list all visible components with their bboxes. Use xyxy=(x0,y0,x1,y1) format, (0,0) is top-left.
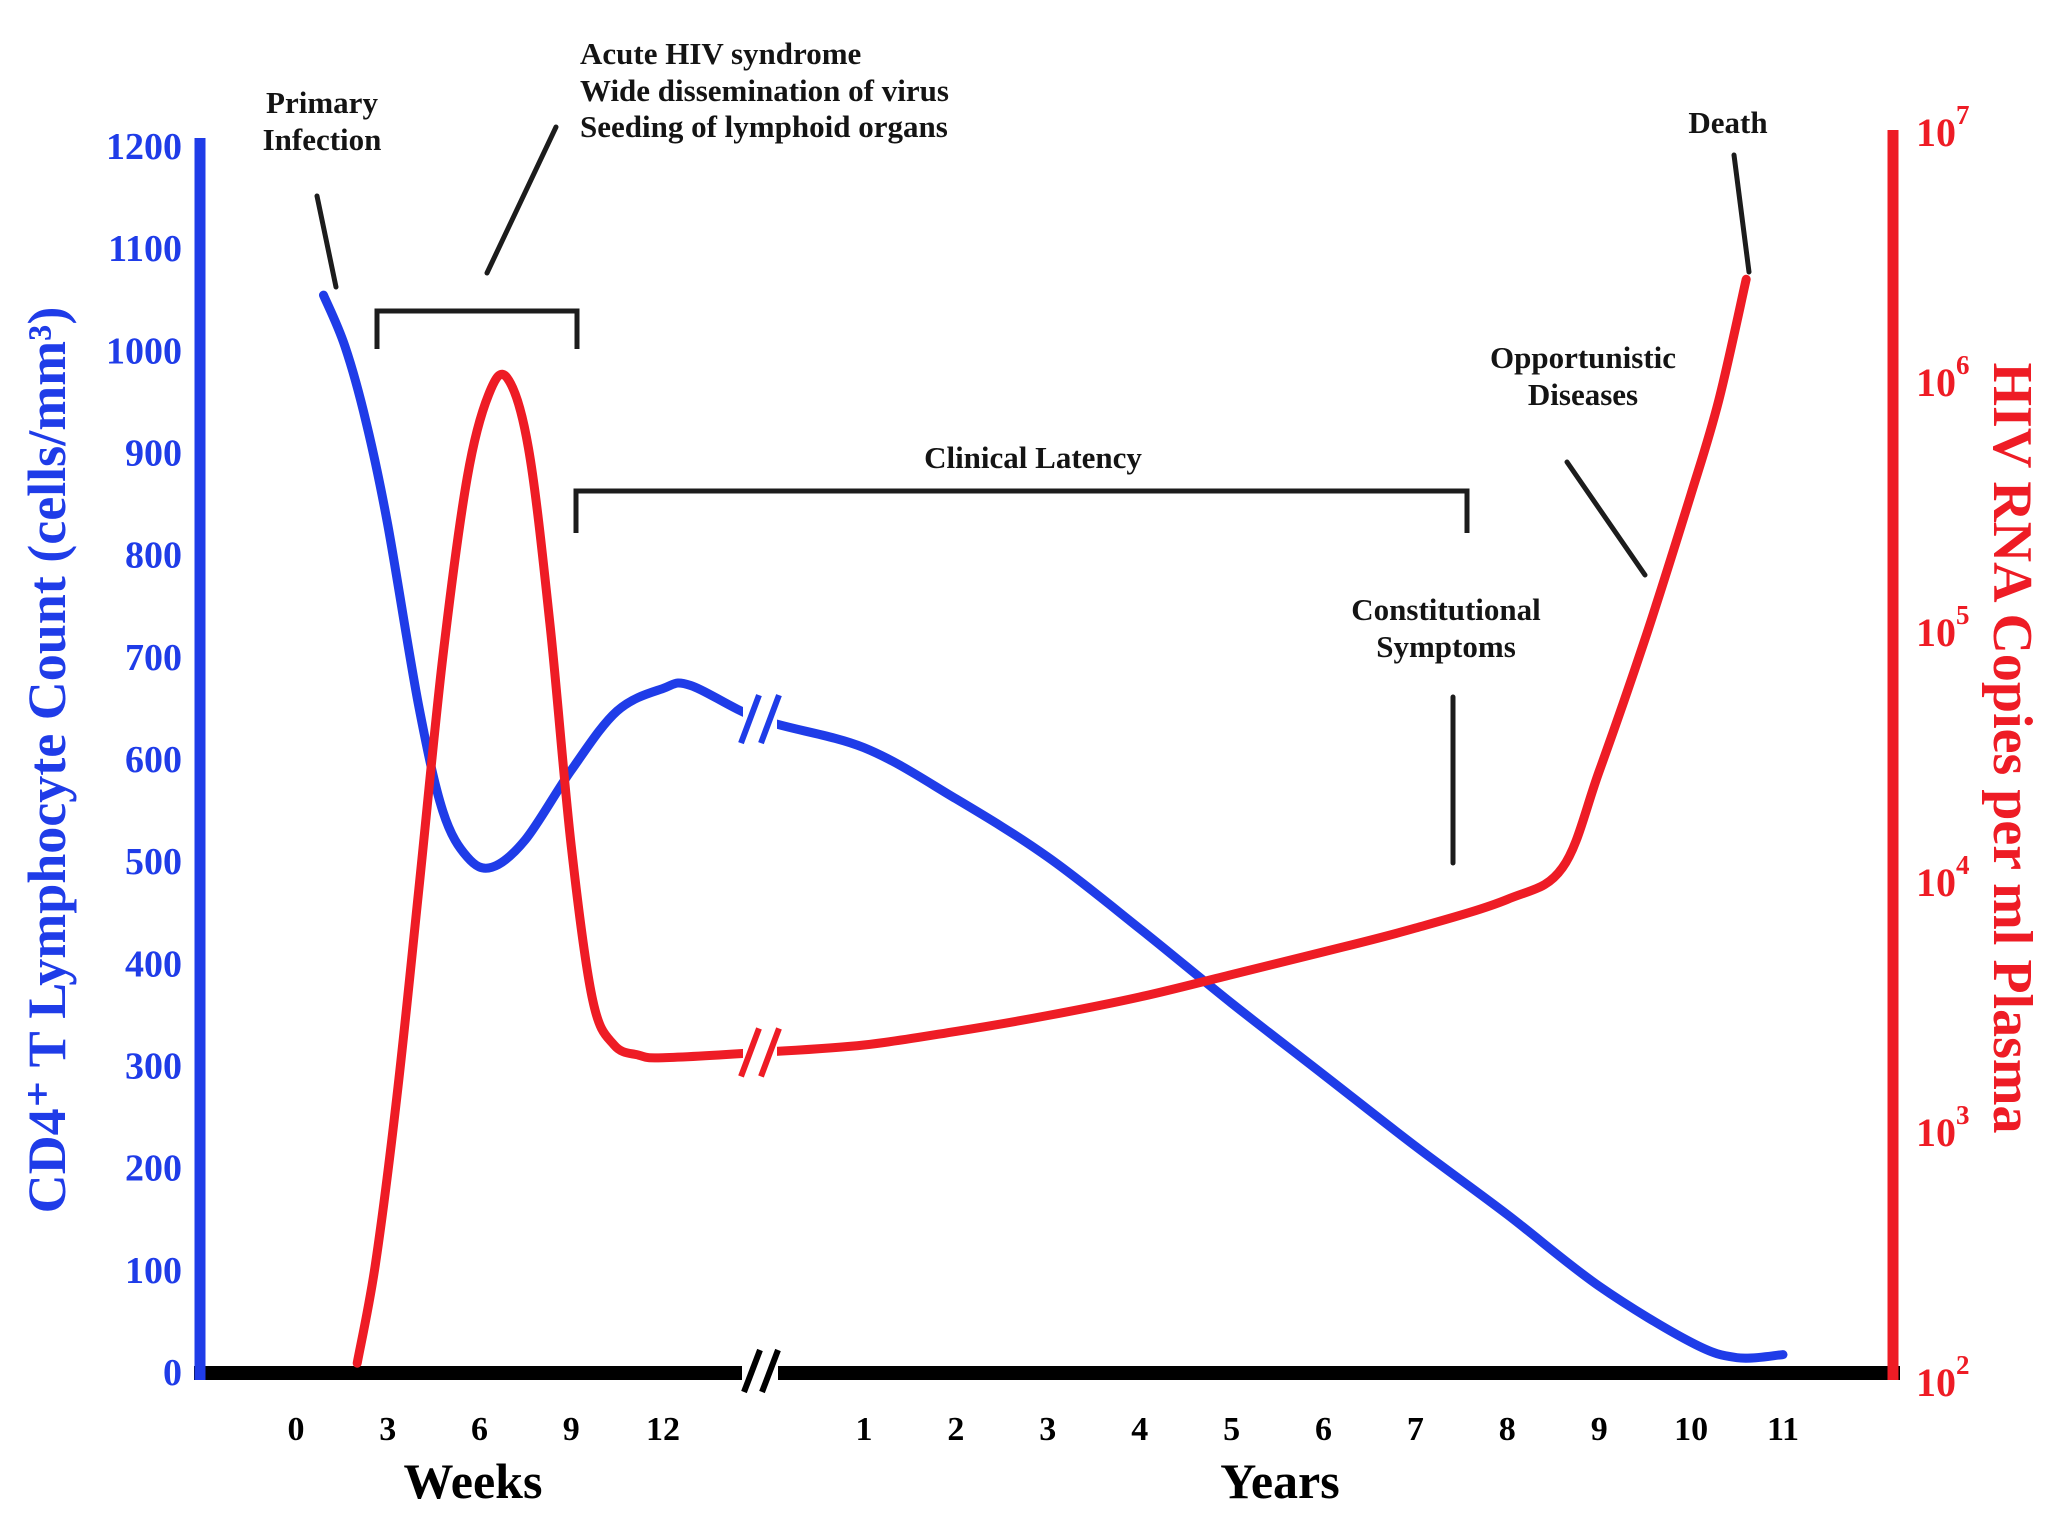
left-axis-tick-label: 400 xyxy=(125,943,182,985)
weeks-axis-label: Weeks xyxy=(403,1453,543,1509)
left-axis-tick-label: 200 xyxy=(125,1148,182,1190)
years-axis-label: Years xyxy=(1220,1453,1340,1509)
annotation-opportunistic-diseases: Opportunistic Diseases xyxy=(1489,340,1677,412)
right-axis-tick-label: 102 xyxy=(1916,1350,1970,1405)
curve-break-mark xyxy=(738,694,762,745)
left-axis-tick-label: 1100 xyxy=(108,228,182,270)
week-tick-label: 12 xyxy=(646,1411,680,1448)
acute-phase-bracket xyxy=(374,308,580,349)
left-axis-tick-label: 900 xyxy=(125,433,182,475)
left-axis-tick-label: 500 xyxy=(125,841,182,883)
left-axis-tick-label: 800 xyxy=(125,535,182,577)
right-axis-tick-label: 105 xyxy=(1916,600,1970,655)
year-tick-label: 10 xyxy=(1674,1411,1708,1448)
left-axis-tick-label: 100 xyxy=(125,1250,182,1292)
year-tick-label: 6 xyxy=(1315,1411,1332,1448)
opportunistic-pointer-line xyxy=(1564,459,1648,578)
acute-syndrome-pointer-line xyxy=(484,124,559,276)
hiv-rna-curve xyxy=(352,274,1751,1368)
annotation-constitutional-symptoms: Constitutional Symptoms xyxy=(1351,592,1541,664)
year-tick-label: 11 xyxy=(1767,1411,1799,1448)
clinical-latency-bracket xyxy=(573,488,1470,533)
year-tick-label: 9 xyxy=(1591,1411,1608,1448)
right-axis-tick-label: 107 xyxy=(1916,100,1970,155)
left-axis-tick-label: 700 xyxy=(125,637,182,679)
year-tick-label: 2 xyxy=(947,1411,964,1448)
right-axis-tick-label: 106 xyxy=(1916,350,1970,405)
axis-break-mark xyxy=(741,1348,763,1394)
primary-infection-pointer-line xyxy=(314,193,339,290)
death-pointer-line xyxy=(1731,152,1752,275)
annotation-acute-hiv-syndrome: Acute HIV syndrome Wide dissemination of… xyxy=(580,36,949,145)
annotation-clinical-latency: Clinical Latency xyxy=(924,440,1142,475)
week-tick-label: 9 xyxy=(563,1411,580,1448)
right-axis-tick-label: 103 xyxy=(1916,1100,1970,1155)
curve-break-mark xyxy=(738,1027,762,1078)
right-axis-title: HIV RNA Copies per ml Plasma xyxy=(1981,362,2043,1134)
left-axis-tick-label: 0 xyxy=(163,1352,182,1394)
left-axis-title: CD4⁺ T Lymphocyte Count (cells/mm³) xyxy=(17,306,77,1214)
week-tick-label: 6 xyxy=(471,1411,488,1448)
annotation-death: Death xyxy=(1688,105,1768,140)
year-tick-label: 4 xyxy=(1131,1411,1148,1448)
left-axis-tick-label: 1200 xyxy=(106,126,182,168)
left-axis-tick-label: 600 xyxy=(125,739,182,781)
x-axis-line xyxy=(194,1366,1900,1380)
annotation-primary-infection: Primary Infection xyxy=(262,85,382,157)
year-tick-label: 8 xyxy=(1499,1411,1516,1448)
axis-break-mark xyxy=(759,1348,781,1394)
left-axis-tick-label: 300 xyxy=(125,1046,182,1088)
year-tick-label: 3 xyxy=(1039,1411,1056,1448)
curve-break-mark xyxy=(758,694,782,745)
right-axis-tick-label: 104 xyxy=(1916,850,1970,905)
curve-break-mark xyxy=(758,1027,782,1078)
week-tick-label: 0 xyxy=(288,1411,305,1448)
year-tick-label: 1 xyxy=(856,1411,873,1448)
year-tick-label: 5 xyxy=(1223,1411,1240,1448)
year-tick-label: 7 xyxy=(1407,1411,1424,1448)
week-tick-label: 3 xyxy=(379,1411,396,1448)
left-axis-tick-label: 1000 xyxy=(106,330,182,372)
